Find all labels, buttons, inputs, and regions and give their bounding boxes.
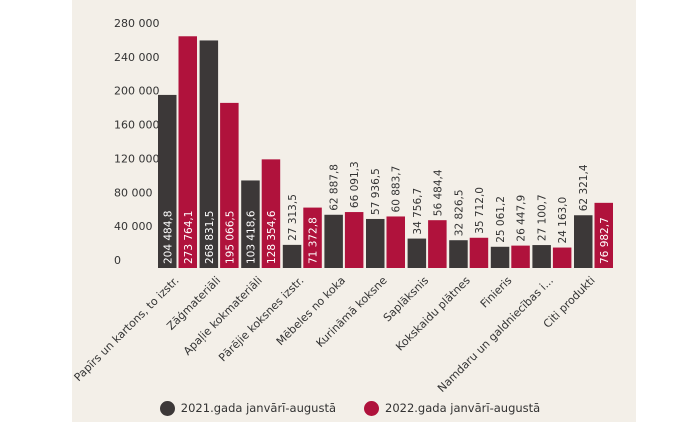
legend: 2021.gada janvārī-augustā 2022.gada janv… (0, 398, 700, 418)
bar-2022[interactable] (344, 212, 364, 268)
legend-item-2021[interactable]: 2021.gada janvārī-augustā (159, 400, 336, 416)
bar-2022[interactable] (178, 36, 198, 268)
value-label: 66 091,3 (349, 161, 361, 208)
legend-marker-2021 (159, 400, 175, 416)
value-label: 25 061,2 (495, 196, 507, 243)
x-category-label: Apaļie kokmateriāli (181, 274, 265, 358)
bar-2021[interactable] (407, 238, 427, 268)
value-label: 27 313,5 (287, 194, 299, 241)
bar-2022[interactable] (469, 237, 489, 268)
bar-2022[interactable] (261, 159, 281, 268)
bar-2021[interactable] (490, 246, 510, 268)
bar-2022[interactable] (220, 102, 239, 269)
value-label: 76 982,7 (599, 217, 611, 264)
bar-2022[interactable] (428, 220, 447, 268)
bar-2021[interactable] (199, 40, 219, 268)
bar-2022[interactable] (303, 207, 322, 268)
y-tick-label: 120 000 (114, 152, 160, 165)
y-tick-label: 200 000 (114, 85, 160, 98)
value-label: 62 887,8 (329, 164, 341, 211)
x-category-label: Papīrs un kartons, to izstr. (72, 274, 182, 384)
value-label: 268 831,5 (204, 211, 216, 264)
value-label: 57 936,5 (370, 168, 382, 215)
value-label: 62 321,4 (578, 164, 590, 211)
value-label: 204 484,8 (162, 211, 174, 264)
y-tick-label: 280 000 (114, 17, 160, 30)
legend-marker-2022 (364, 400, 379, 416)
y-tick-label: 80 000 (114, 186, 153, 199)
value-label: 34 756,7 (412, 188, 424, 235)
value-label: 128 354,6 (266, 210, 278, 264)
value-labels: 204 484,8 273 764,1 268 831,5 195 066,5 103 … (162, 161, 611, 264)
x-category-label: Kurināmā koksne (314, 274, 390, 350)
bar-2021[interactable] (449, 240, 468, 268)
bar-2021[interactable] (158, 94, 177, 269)
value-label: 71 372,8 (308, 217, 320, 264)
bar-2021[interactable] (532, 245, 551, 268)
value-label: 195 066,5 (224, 211, 236, 264)
bars (158, 36, 614, 269)
value-label: 103 418,6 (245, 210, 257, 264)
bar-2021[interactable] (324, 214, 343, 268)
bar-2021[interactable] (282, 244, 302, 268)
y-tick-label: 240 000 (114, 51, 160, 64)
value-label: 60 883,7 (391, 166, 403, 213)
value-label: 26 447,9 (516, 195, 528, 242)
value-label: 35 712,0 (474, 187, 486, 234)
x-category-label: Finieris (478, 274, 515, 311)
x-category-label: Kokskaidu plātnes (393, 274, 473, 354)
y-tick-label: 160 000 (114, 119, 160, 132)
value-label: 24 163,0 (557, 197, 569, 244)
value-label: 56 484,4 (432, 169, 444, 216)
bar-2021[interactable] (241, 180, 260, 268)
value-label: 27 100,7 (537, 194, 549, 241)
legend-label-2022: 2022.gada janvārī-augustā (385, 401, 541, 415)
bar-2022[interactable] (594, 202, 614, 268)
value-label: 32 826,5 (453, 189, 465, 236)
legend-item-2022[interactable]: 2022.gada janvārī-augustā (364, 400, 541, 416)
bar-2022[interactable] (552, 247, 572, 268)
bar-2021[interactable] (574, 215, 593, 268)
y-tick-label: 0 (114, 254, 121, 267)
value-label: 273 764,1 (183, 211, 195, 264)
bar-2022[interactable] (386, 216, 406, 268)
y-tick-label: 40 000 (114, 220, 153, 233)
bar-2022[interactable] (511, 245, 530, 268)
y-axis: 0 40 000 80 000 120 000 160 000 200 000 240 00… (114, 17, 160, 267)
bar-2021[interactable] (366, 218, 385, 268)
legend-label-2021: 2021.gada janvārī-augustā (180, 401, 336, 415)
x-axis: Papīrs un kartons, to izstr.Zāģmateriāli… (72, 274, 598, 395)
